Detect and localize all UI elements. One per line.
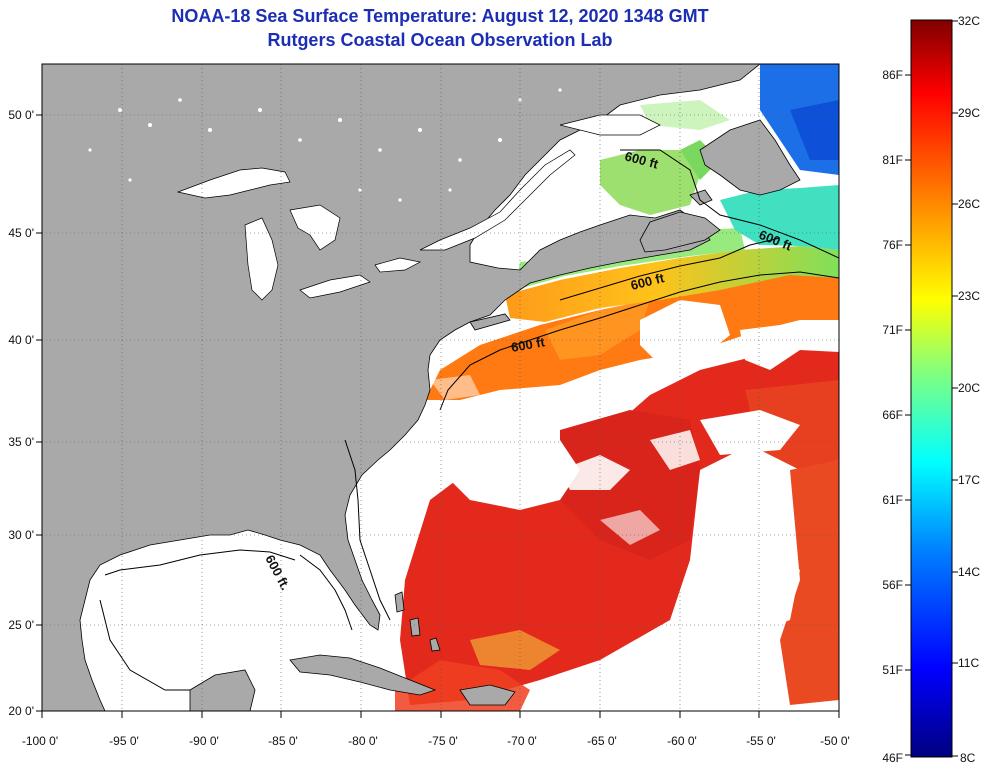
x-tick-label: -100 0' bbox=[22, 734, 58, 748]
celsius-label: 17C bbox=[958, 473, 980, 487]
y-tick-label: 35 0' bbox=[8, 435, 34, 449]
graticule bbox=[42, 64, 839, 711]
y-tick-label: 25 0' bbox=[8, 618, 34, 632]
y-tick-label: 30 0' bbox=[8, 528, 34, 542]
x-axis-ticks bbox=[41, 711, 840, 718]
celsius-label: 14C bbox=[958, 565, 980, 579]
map-title: NOAA-18 Sea Surface Temperature: August … bbox=[171, 6, 709, 26]
colorbar-celsius-labels: 32C 29C 26C 23C 20C 17C 14C 11C 8C bbox=[958, 14, 980, 765]
y-axis-labels: 50 0' 45 0' 40 0' 35 0' 30 0' 25 0' 20 0… bbox=[8, 108, 34, 718]
great-lakes bbox=[176, 114, 661, 301]
x-tick-label: -50 0' bbox=[820, 734, 850, 748]
x-tick-label: -85 0' bbox=[268, 734, 298, 748]
colorbar-gradient bbox=[910, 19, 953, 758]
celsius-label: 23C bbox=[958, 289, 980, 303]
inland-lakes bbox=[88, 88, 562, 202]
x-tick-label: -95 0' bbox=[109, 734, 139, 748]
land bbox=[42, 64, 801, 711]
y-axis-ticks bbox=[36, 114, 42, 712]
x-tick-label: -70 0' bbox=[507, 734, 537, 748]
celsius-label: 26C bbox=[958, 197, 980, 211]
fahrenheit-label: 61F bbox=[882, 493, 903, 507]
x-axis-labels: -100 0' -95 0' -90 0' -85 0' -80 0' -75 … bbox=[22, 734, 850, 748]
fahrenheit-label: 76F bbox=[882, 238, 903, 252]
celsius-label: 32C bbox=[958, 14, 980, 28]
isobath-label: 600 ft bbox=[510, 334, 547, 355]
y-tick-label: 50 0' bbox=[8, 108, 34, 122]
celsius-label: 20C bbox=[958, 381, 980, 395]
x-tick-label: -90 0' bbox=[189, 734, 219, 748]
y-tick-label: 20 0' bbox=[8, 704, 34, 718]
colorbar-fahrenheit-labels: 86F 81F 76F 71F 66F 61F 56F 51F 46F bbox=[882, 68, 903, 765]
colorbar-ticks bbox=[905, 20, 958, 757]
celsius-label: 11C bbox=[958, 656, 979, 670]
colorbar: 32C 29C 26C 23C 20C 17C 14C 11C 8C 86F 8… bbox=[882, 14, 980, 765]
map-subtitle: Rutgers Coastal Ocean Observation Lab bbox=[267, 30, 613, 50]
fahrenheit-label: 46F bbox=[882, 751, 903, 765]
x-tick-label: -80 0' bbox=[348, 734, 378, 748]
celsius-label: 8C bbox=[960, 751, 976, 765]
cloud-cover bbox=[430, 300, 800, 640]
fahrenheit-label: 86F bbox=[882, 68, 903, 82]
x-tick-label: -65 0' bbox=[587, 734, 617, 748]
fahrenheit-label: 51F bbox=[882, 663, 903, 677]
x-tick-label: -60 0' bbox=[667, 734, 697, 748]
x-tick-label: -55 0' bbox=[746, 734, 776, 748]
x-tick-label: -75 0' bbox=[428, 734, 458, 748]
fahrenheit-label: 56F bbox=[882, 578, 903, 592]
celsius-label: 29C bbox=[958, 106, 980, 120]
fahrenheit-label: 66F bbox=[882, 408, 903, 422]
fahrenheit-label: 71F bbox=[882, 323, 903, 337]
y-tick-label: 45 0' bbox=[8, 226, 34, 240]
fahrenheit-label: 81F bbox=[882, 153, 903, 167]
y-tick-label: 40 0' bbox=[8, 333, 34, 347]
